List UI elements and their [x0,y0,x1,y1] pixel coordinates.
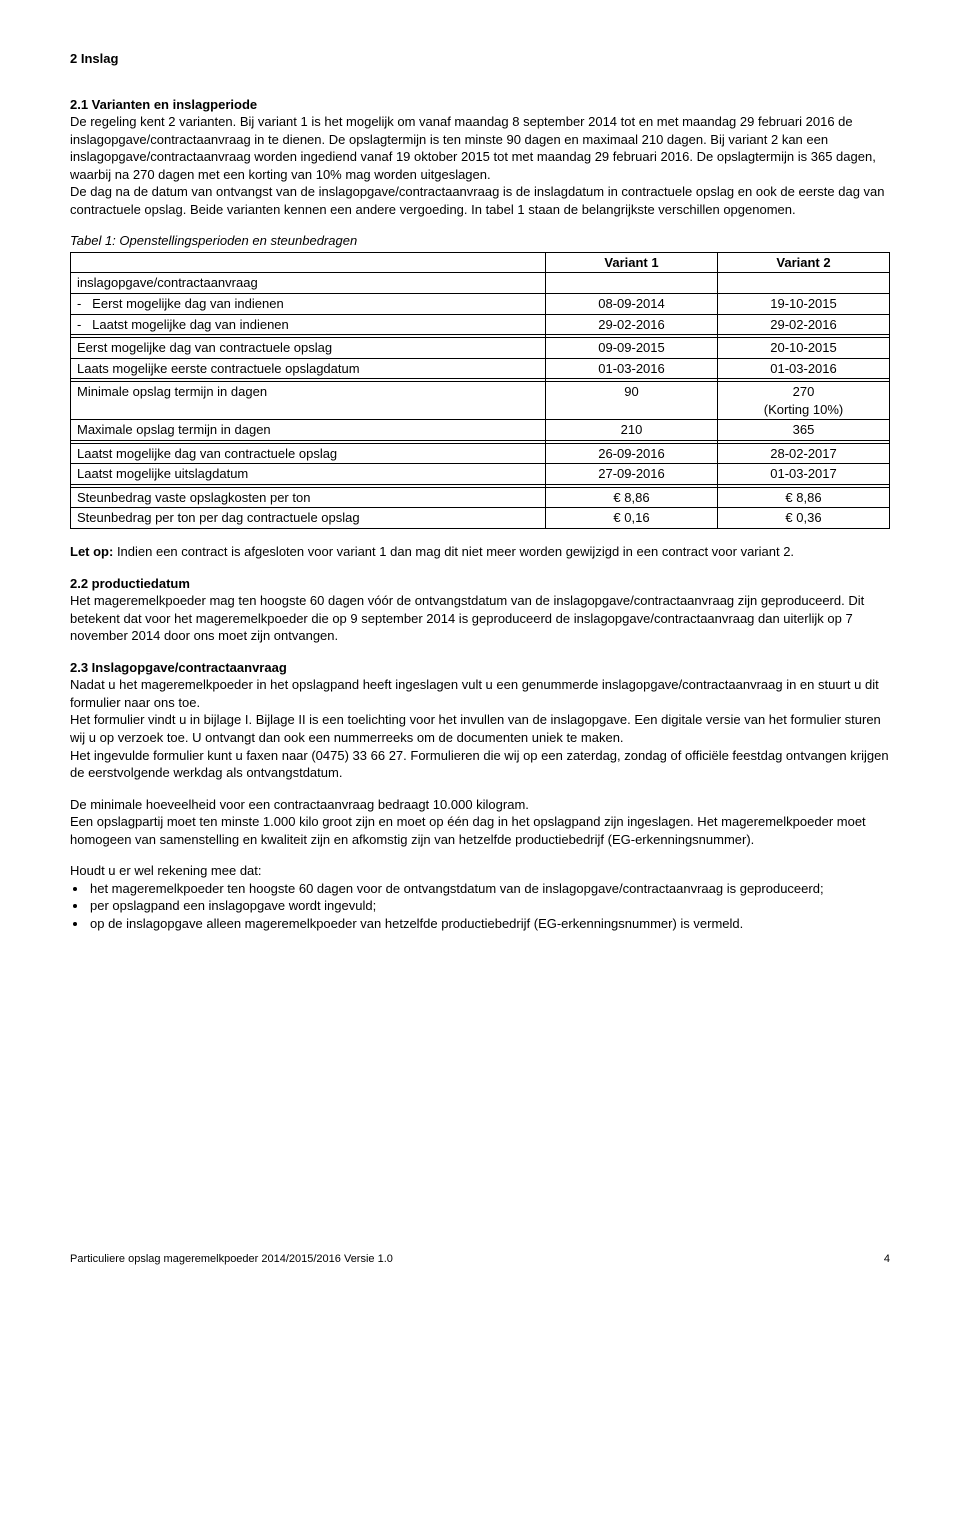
table-row: Eerst mogelijke dag van contractuele ops… [71,338,890,359]
table-cell-v2: 01-03-2016 [718,358,890,379]
table-row: Laatst mogelijke dag van indienen 29-02-… [71,314,890,335]
table-cell-v1: 90 [546,382,718,420]
table-row: Eerst mogelijke dag van indienen 08-09-2… [71,294,890,315]
table-cell-v2: € 8,86 [718,487,890,508]
table-header-row: Variant 1 Variant 2 [71,252,890,273]
let-op-paragraph: Let op: Indien een contract is afgeslote… [70,543,890,561]
subsection-2-3-body1: Nadat u het mageremelkpoeder in het opsl… [70,676,890,781]
section-2-title: 2 Inslag [70,50,890,68]
table-cell-v2: 19-10-2015 [718,294,890,315]
table-cell-v1: 27-09-2016 [546,464,718,485]
let-op-text: Indien een contract is afgesloten voor v… [113,544,794,559]
table-cell-label: Steunbedrag per ton per dag contractuele… [71,508,546,529]
let-op-label: Let op: [70,544,113,559]
table-cell-label: Laatst mogelijke uitslagdatum [71,464,546,485]
table-cell-v1 [546,273,718,294]
table-cell-v2: 365 [718,420,890,441]
subsection-2-1-heading: 2.1 Varianten en inslagperiode [70,96,890,114]
page-footer: Particuliere opslag mageremelkpoeder 201… [70,1252,890,1267]
table-row: inslagopgave/contractaanvraag [71,273,890,294]
table-cell-label: Maximale opslag termijn in dagen [71,420,546,441]
table-cell-v2: 29-02-2016 [718,314,890,335]
table-cell-v1: 210 [546,420,718,441]
subsection-2-3-heading: 2.3 Inslagopgave/contractaanvraag [70,659,890,677]
table-cell-v2: € 0,36 [718,508,890,529]
footer-left: Particuliere opslag mageremelkpoeder 201… [70,1253,393,1265]
table-cell-v2: 20-10-2015 [718,338,890,359]
table-cell-label: Laatst mogelijke dag van indienen [71,314,546,335]
bullet-list: het mageremelkpoeder ten hoogste 60 dage… [70,880,890,933]
table-cell-v1: 09-09-2015 [546,338,718,359]
table-cell-label: Minimale opslag termijn in dagen [71,382,546,420]
table-header-empty [71,252,546,273]
table-cell-v2 [718,273,890,294]
table-row: Steunbedrag vaste opslagkosten per ton €… [71,487,890,508]
table-cell-label: Laats mogelijke eerste contractuele opsl… [71,358,546,379]
table-cell-v1: € 0,16 [546,508,718,529]
table-header-variant2: Variant 2 [718,252,890,273]
table-cell-label: Steunbedrag vaste opslagkosten per ton [71,487,546,508]
subsection-2-1-body: De regeling kent 2 varianten. Bij varian… [70,113,890,218]
table-cell-v1: 08-09-2014 [546,294,718,315]
table-row: Laatst mogelijke uitslagdatum 27-09-2016… [71,464,890,485]
list-item: per opslagpand een inslagopgave wordt in… [88,897,890,915]
table-row: Laatst mogelijke dag van contractuele op… [71,443,890,464]
subsection-2-3-body3: Houdt u er wel rekening mee dat: [70,862,890,880]
table-row: Maximale opslag termijn in dagen 210 365 [71,420,890,441]
footer-page-number: 4 [884,1252,890,1267]
table-cell-v1: 01-03-2016 [546,358,718,379]
table-1: Variant 1 Variant 2 inslagopgave/contrac… [70,252,890,529]
table-row: Minimale opslag termijn in dagen 90 270 … [71,382,890,420]
table-cell-v1: 26-09-2016 [546,443,718,464]
list-item: het mageremelkpoeder ten hoogste 60 dage… [88,880,890,898]
table-cell-v2: 270 (Korting 10%) [718,382,890,420]
table-row: Laats mogelijke eerste contractuele opsl… [71,358,890,379]
subsection-2-2-body: Het mageremelkpoeder mag ten hoogste 60 … [70,592,890,645]
table-cell-label: Eerst mogelijke dag van indienen [71,294,546,315]
table-row: Steunbedrag per ton per dag contractuele… [71,508,890,529]
list-item: op de inslagopgave alleen mageremelkpoed… [88,915,890,933]
subsection-2-2-heading: 2.2 productiedatum [70,575,890,593]
subsection-2-3-body2: De minimale hoeveelheid voor een contrac… [70,796,890,849]
table-1-caption: Tabel 1: Openstellingsperioden en steunb… [70,232,890,250]
table-header-variant1: Variant 1 [546,252,718,273]
table-cell-v1: € 8,86 [546,487,718,508]
table-cell-label: Eerst mogelijke dag van contractuele ops… [71,338,546,359]
table-cell-v2: 28-02-2017 [718,443,890,464]
table-cell-v2: 01-03-2017 [718,464,890,485]
table-cell-label: inslagopgave/contractaanvraag [71,273,546,294]
table-cell-label: Laatst mogelijke dag van contractuele op… [71,443,546,464]
table-cell-v1: 29-02-2016 [546,314,718,335]
